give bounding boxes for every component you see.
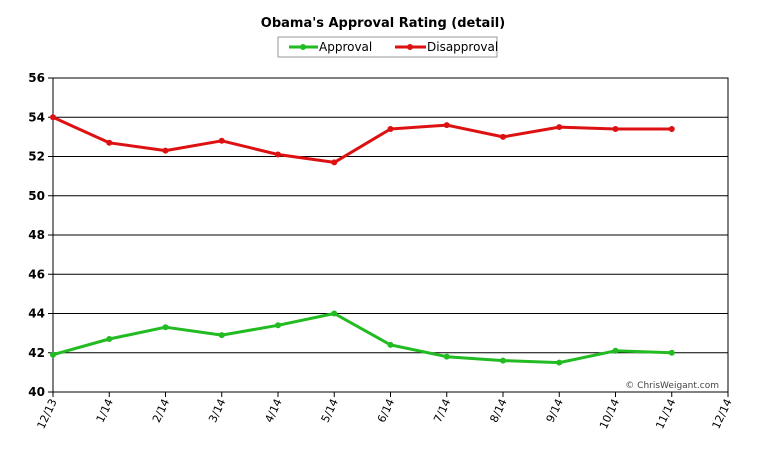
legend-item-disapproval: Disapproval (395, 40, 498, 54)
data-point-disapproval (50, 114, 56, 121)
data-point-approval (50, 351, 56, 358)
x-tick-label: 10/14 (597, 397, 622, 431)
y-tick-label: 40 (28, 385, 45, 399)
y-tick-label: 42 (28, 346, 45, 360)
x-tick-label: 7/14 (431, 397, 453, 425)
data-point-disapproval (162, 147, 169, 154)
x-tick-label: 1/14 (94, 397, 116, 425)
y-tick-label: 50 (28, 189, 45, 203)
x-tick-label: 8/14 (487, 397, 509, 425)
data-point-approval (331, 310, 338, 317)
x-tick-label: 5/14 (319, 397, 341, 425)
x-tick-label: 3/14 (206, 397, 228, 425)
data-point-approval (218, 332, 225, 339)
chart-title: Obama's Approval Rating (detail) (261, 16, 505, 31)
data-point-approval (387, 341, 394, 348)
data-point-disapproval (218, 137, 225, 144)
legend-approval-label: Approval (319, 40, 372, 54)
x-tick-label: 12/13 (35, 397, 60, 431)
legend-disapproval-marker (407, 44, 413, 50)
series-layer (50, 114, 675, 366)
data-point-disapproval (500, 133, 506, 140)
y-tick-label: 46 (28, 267, 45, 281)
data-point-disapproval (668, 126, 675, 133)
x-axis: 12/13 1/14 2/14 3/14 4/14 5/14 6/14 7/14 8/14 9/1… (35, 392, 735, 431)
y-tick-label: 54 (28, 110, 45, 124)
data-point-disapproval (387, 126, 394, 133)
data-point-approval (443, 353, 450, 360)
legend-box (277, 36, 498, 58)
data-point-disapproval (275, 151, 281, 158)
legend-disapproval-label: Disapproval (427, 40, 498, 54)
data-point-disapproval (106, 139, 113, 146)
data-point-approval (668, 349, 675, 356)
y-tick-label: 44 (28, 307, 45, 321)
data-point-approval (106, 336, 113, 343)
x-tick-label: 6/14 (375, 397, 397, 425)
data-point-approval (162, 324, 169, 331)
data-point-approval (612, 347, 619, 354)
x-tick-label: 4/14 (262, 397, 284, 425)
data-point-approval (275, 322, 281, 329)
data-point-disapproval (612, 126, 619, 133)
x-tick-label: 2/14 (150, 397, 172, 425)
data-point-approval (500, 357, 506, 364)
y-tick-label: 52 (28, 150, 45, 164)
data-point-approval (556, 359, 563, 366)
x-tick-label: 11/14 (653, 397, 678, 431)
x-tick-label: 9/14 (544, 397, 566, 425)
series-line-approval (51, 312, 674, 365)
legend: Approval Disapproval (277, 36, 498, 58)
data-point-disapproval (556, 124, 563, 131)
legend-approval-marker (300, 44, 306, 50)
x-tick-label: 12/14 (710, 397, 735, 431)
data-point-disapproval (443, 122, 450, 129)
credit-text: © ChrisWeigant.com (625, 381, 719, 391)
series-line-disapproval (51, 115, 674, 164)
legend-item-approval: Approval (289, 40, 372, 54)
y-tick-label: 56 (28, 71, 45, 85)
y-tick-label: 48 (28, 228, 45, 242)
y-axis: 40 42 44 46 48 50 52 54 56 (28, 71, 53, 399)
data-point-disapproval (331, 159, 338, 166)
